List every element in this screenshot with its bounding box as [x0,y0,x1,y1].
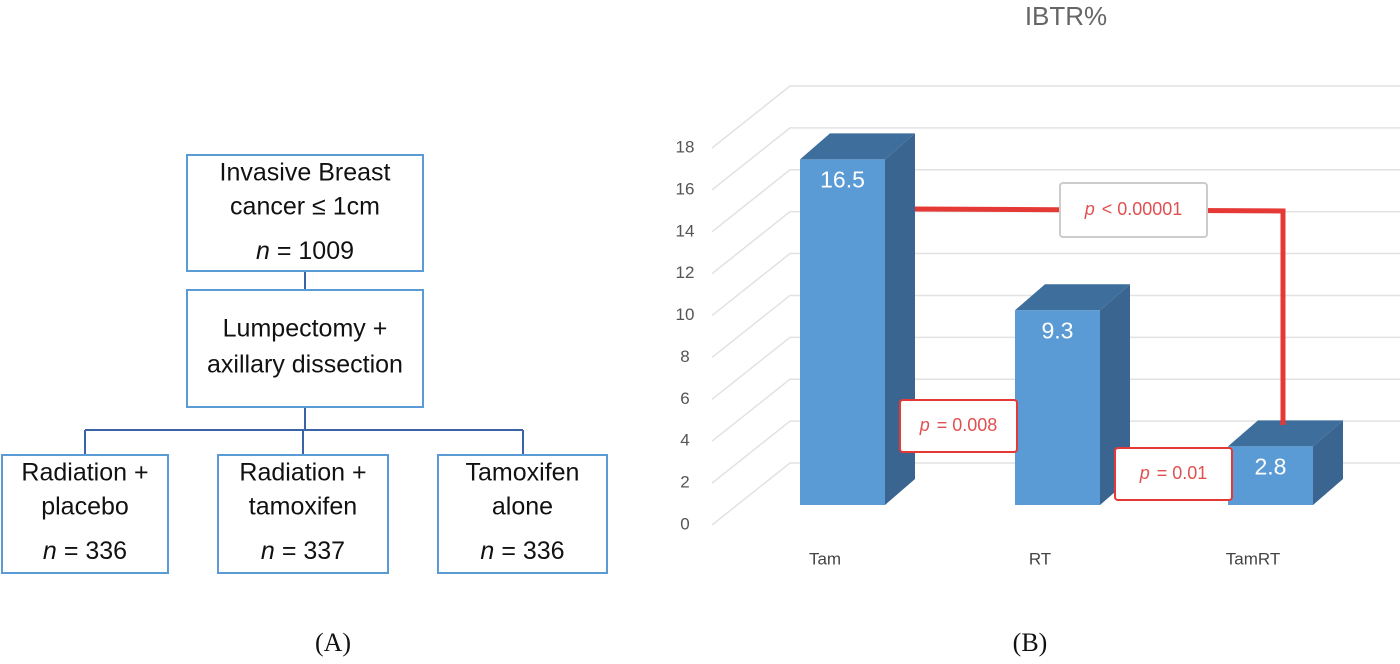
bar-top [1228,420,1343,447]
node-box [437,454,608,574]
y-tick-label: 16 [676,179,695,198]
value-text: = 0.01 [1157,463,1208,483]
grid-line [711,420,1400,484]
value-label: 2.8 [1255,453,1287,479]
bar-top [800,133,915,160]
x-tick-label: RT [1029,549,1051,568]
panel-label: (A) [315,628,351,657]
value-label: 16.5 [820,166,865,192]
y-tick-label: 8 [680,347,689,366]
grid-line [711,127,1400,191]
node-box [217,454,389,574]
symbol: p [1139,463,1150,483]
node-text: Invasive Breast [220,159,391,187]
y-tick-label: 12 [676,263,695,282]
node-text: cancer ≤ 1cm [230,193,380,221]
node-box [186,289,424,408]
y-tick-label: 18 [676,137,695,156]
value-label: 9.3 [1042,317,1074,343]
x-tick-label: Tam [809,549,841,568]
value-text: = 336 [64,537,127,565]
value-text: = 0.008 [937,415,998,435]
label: p = 0.01 [1139,463,1208,483]
label: n = 336 [43,537,127,565]
grid-line [711,85,1400,149]
y-tick-label: 14 [676,221,695,240]
node-text: alone [492,493,553,521]
node-text: Radiation + [239,459,366,487]
symbol: p [919,415,930,435]
symbol: n [256,237,270,265]
grid-line [711,378,1400,442]
bar-side [1313,420,1343,505]
y-tick-label: 4 [680,431,689,450]
connectors [84,271,524,455]
label: p < 0.00001 [1084,199,1183,219]
bar [1015,310,1100,505]
annotation-box [899,399,1018,453]
symbol: p [1084,199,1095,219]
label: n = 336 [480,537,564,565]
grid-line [711,252,1400,317]
y-tick-label: 10 [676,305,695,324]
value-text: = 336 [501,537,564,565]
grid-line [711,169,1400,233]
annotation-box [1114,447,1233,501]
node-box [186,154,424,272]
bar-top [1015,284,1130,311]
grid-line [711,336,1400,400]
symbol: n [261,537,275,565]
y-tick-label: 2 [680,473,689,492]
y-tick-label: 0 [680,514,689,533]
bar [800,159,885,505]
label: n = 337 [261,537,345,565]
annotation-box [1059,182,1208,238]
x-tick-label: TamRT [1226,549,1280,568]
value-text: < 0.00001 [1102,199,1183,219]
value-text: = 1009 [277,237,354,265]
chart-title: IBTR% [1025,1,1107,31]
node-text: tamoxifen [249,493,357,521]
node-text: Lumpectomy + [223,315,388,343]
significance-line [914,206,1286,425]
panel-label: (B) [1013,628,1048,657]
node-text: axillary dissection [207,351,403,379]
node-text: placebo [41,493,129,521]
node-text: Tamoxifen [466,459,580,487]
label: n = 1009 [256,237,354,265]
node-text: Radiation + [21,459,148,487]
y-tick-label: 6 [680,389,689,408]
bar [1228,446,1313,505]
symbol: n [43,537,57,565]
label: p = 0.008 [919,415,998,435]
symbol: n [480,537,494,565]
value-text: = 337 [282,537,345,565]
grid-line [711,294,1400,359]
node-box [1,454,169,574]
